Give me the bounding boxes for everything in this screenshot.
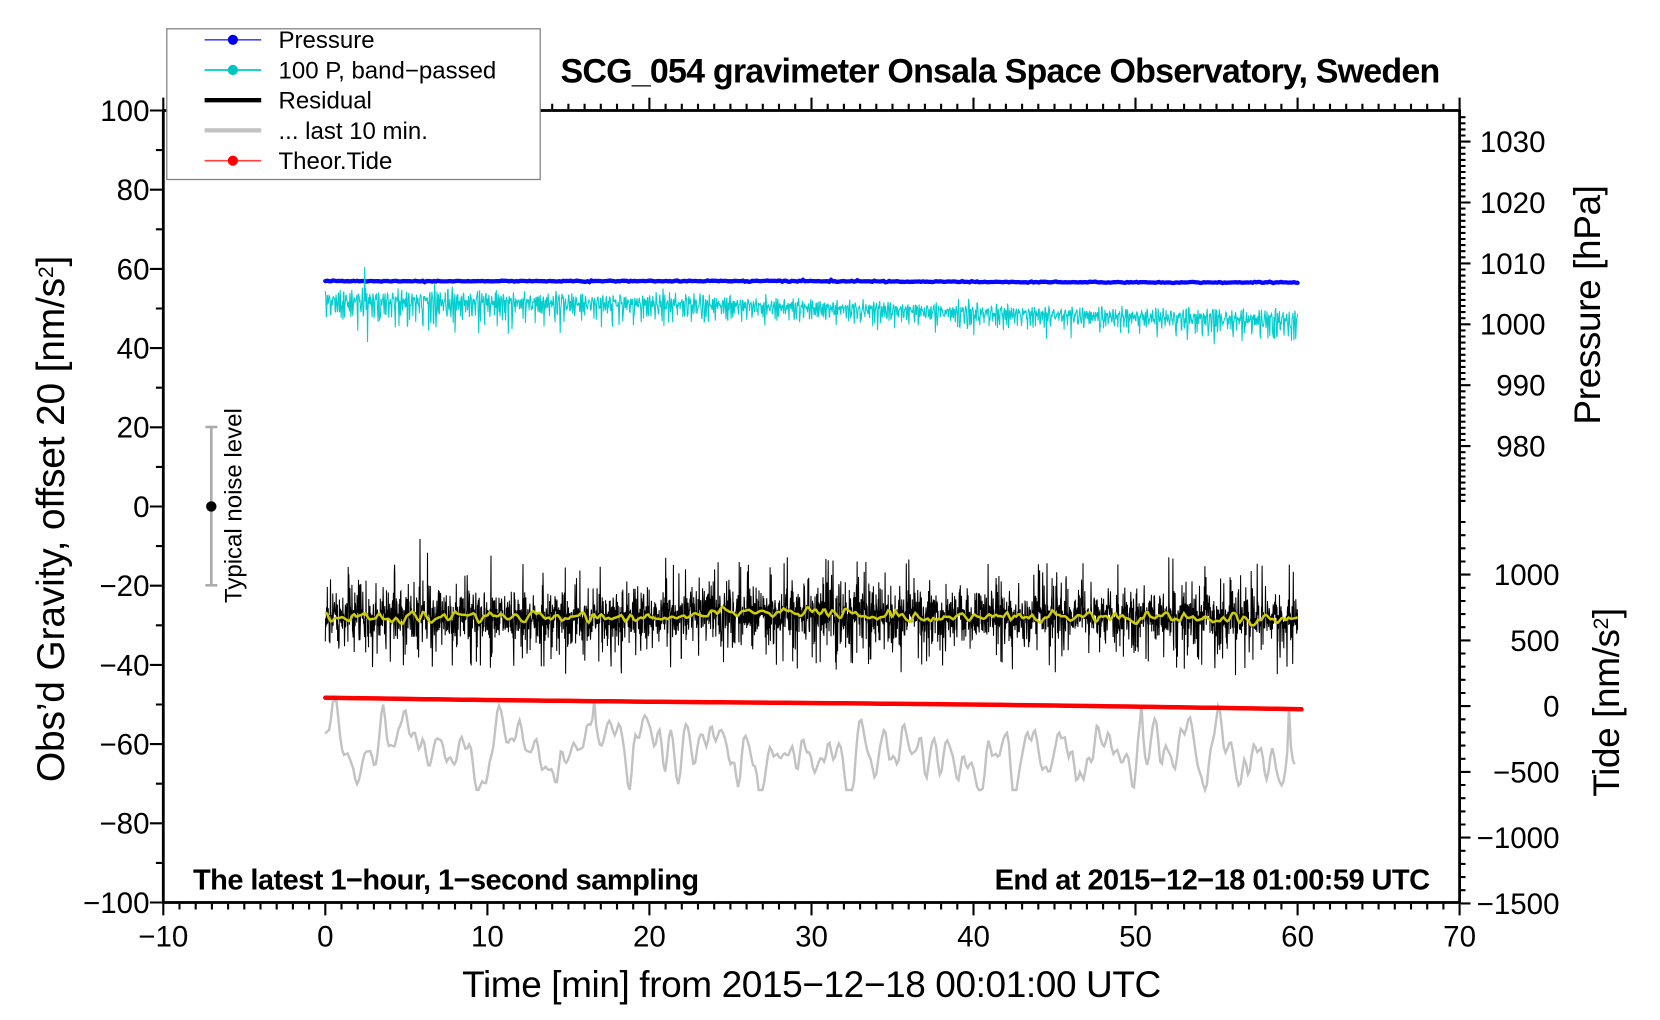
svg-text:80: 80 bbox=[117, 174, 150, 207]
svg-text:50: 50 bbox=[1119, 921, 1152, 954]
svg-text:Pressure [hPa]: Pressure [hPa] bbox=[1567, 185, 1608, 424]
svg-text:Tide [nm/s2]: Tide [nm/s2] bbox=[1586, 608, 1627, 797]
svg-text:30: 30 bbox=[795, 921, 828, 954]
svg-text:70: 70 bbox=[1443, 921, 1476, 954]
svg-text:−80: −80 bbox=[99, 808, 149, 841]
svg-text:−100: −100 bbox=[83, 887, 149, 920]
svg-text:Residual: Residual bbox=[279, 88, 372, 115]
svg-text:The latest 1−hour, 1−second sa: The latest 1−hour, 1−second sampling bbox=[193, 864, 699, 896]
svg-text:1020: 1020 bbox=[1480, 187, 1546, 220]
svg-text:SCG_054 gravimeter Onsala Spac: SCG_054 gravimeter Onsala Space Observat… bbox=[561, 53, 1440, 91]
svg-text:990: 990 bbox=[1496, 370, 1545, 403]
svg-text:60: 60 bbox=[1281, 921, 1314, 954]
svg-text:−40: −40 bbox=[99, 649, 149, 682]
svg-text:−1000: −1000 bbox=[1477, 822, 1560, 855]
svg-text:−10: −10 bbox=[138, 921, 188, 954]
svg-text:100 P, band−passed: 100 P, band−passed bbox=[279, 57, 497, 84]
svg-text:100: 100 bbox=[100, 95, 149, 128]
svg-text:0: 0 bbox=[1543, 691, 1559, 724]
svg-text:1010: 1010 bbox=[1480, 248, 1546, 281]
svg-text:0: 0 bbox=[133, 491, 149, 524]
svg-text:−60: −60 bbox=[99, 729, 149, 762]
svg-text:20: 20 bbox=[117, 412, 150, 445]
svg-text:10: 10 bbox=[471, 921, 504, 954]
svg-text:1000: 1000 bbox=[1494, 559, 1560, 592]
svg-text:End at 2015−12−18 01:00:59 UTC: End at 2015−12−18 01:00:59 UTC bbox=[995, 864, 1430, 896]
svg-text:500: 500 bbox=[1510, 625, 1559, 658]
svg-text:0: 0 bbox=[317, 921, 333, 954]
svg-text:20: 20 bbox=[633, 921, 666, 954]
svg-text:40: 40 bbox=[957, 921, 990, 954]
svg-text:Time [min] from 2015−12−18 00:: Time [min] from 2015−12−18 00:01:00 UTC bbox=[462, 964, 1161, 1005]
svg-text:1030: 1030 bbox=[1480, 126, 1546, 159]
svg-text:−1500: −1500 bbox=[1477, 888, 1560, 921]
svg-text:40: 40 bbox=[117, 333, 150, 366]
svg-text:Theor.Tide: Theor.Tide bbox=[279, 148, 393, 175]
svg-text:60: 60 bbox=[117, 253, 150, 286]
svg-text:Typical noise level: Typical noise level bbox=[221, 408, 248, 603]
svg-text:Pressure: Pressure bbox=[279, 27, 375, 54]
svg-text:−20: −20 bbox=[99, 570, 149, 603]
svg-text:−500: −500 bbox=[1493, 756, 1559, 789]
svg-text:980: 980 bbox=[1496, 431, 1545, 464]
svg-text:... last 10 min.: ... last 10 min. bbox=[279, 118, 428, 145]
svg-text:1000: 1000 bbox=[1480, 309, 1546, 342]
svg-text:Obs’d Gravity, offset 20 [nm/s: Obs’d Gravity, offset 20 [nm/s2] bbox=[30, 256, 73, 782]
